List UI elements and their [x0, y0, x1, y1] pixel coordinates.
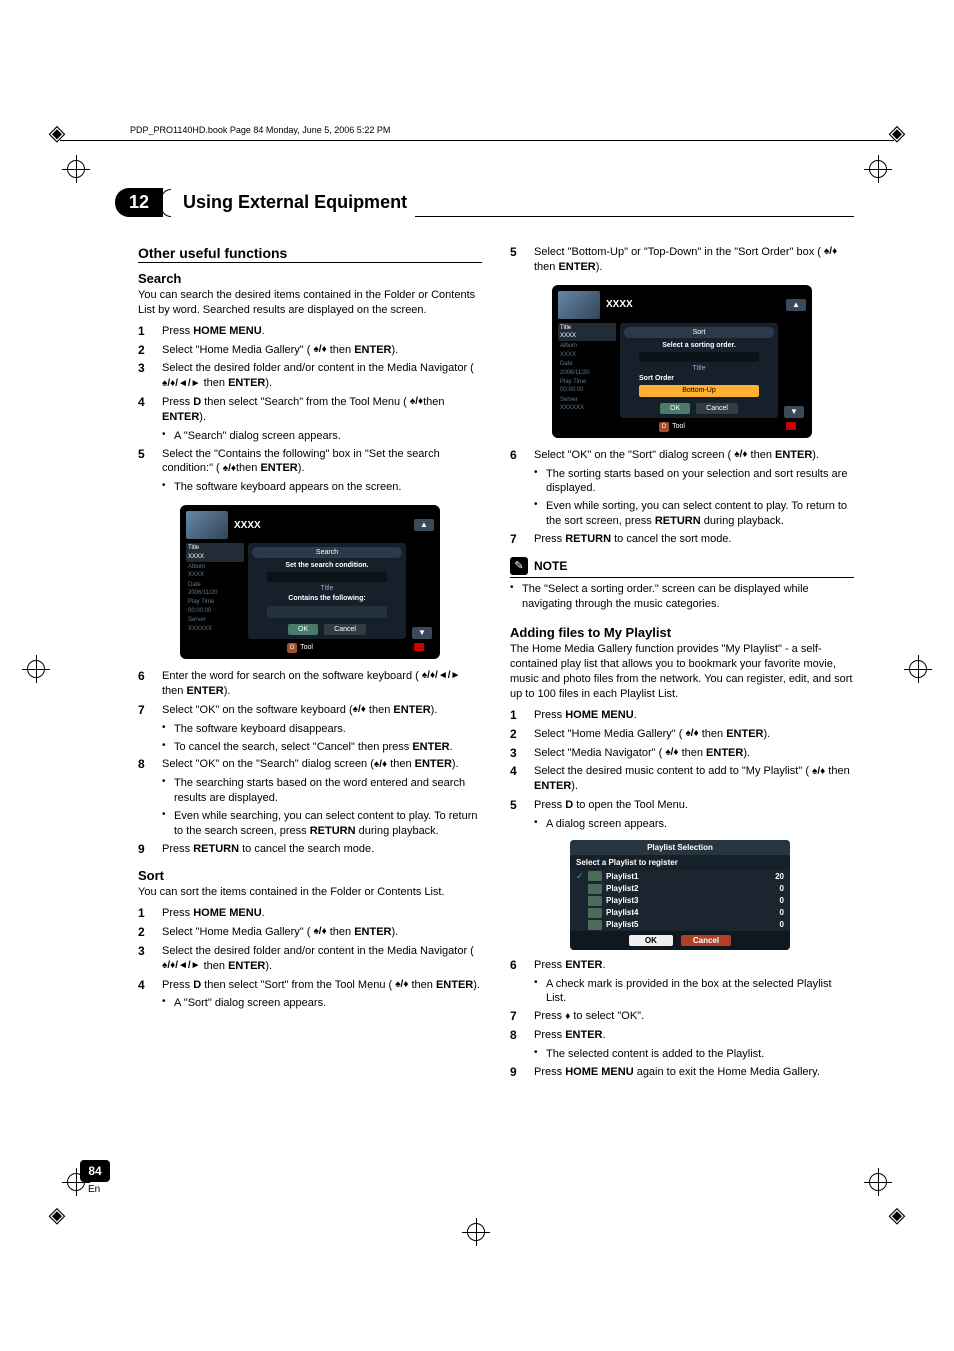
- crop-mr: [904, 655, 932, 683]
- dialog-metadata: TitleXXXX AlbumXXXX Date2006/11/20 Play …: [186, 543, 244, 639]
- dialog-thumb: [558, 291, 600, 319]
- chapter-title: Using External Equipment: [183, 192, 407, 213]
- search-steps-2: 6Enter the word for search on the softwa…: [138, 669, 482, 856]
- reg-mark-br: ◈: [882, 1200, 912, 1230]
- sort-steps: 1Press HOME MENU. 2Select "Home Media Ga…: [138, 906, 482, 1011]
- reg-mark-tl: ◈: [42, 118, 72, 148]
- chapter-bracket: [161, 189, 171, 217]
- crop-tr: [864, 155, 892, 183]
- playlist-steps-2: 6Press ENTER. •A check mark is provided …: [510, 958, 854, 1080]
- book-header: PDP_PRO1140HD.book Page 84 Monday, June …: [130, 125, 390, 135]
- left-column: Other useful functions Search You can se…: [138, 245, 482, 1084]
- heading-playlist: Adding files to My Playlist: [510, 625, 854, 640]
- reg-mark-tr: ◈: [882, 118, 912, 148]
- crop-bc: [462, 1218, 490, 1246]
- section-other-useful: Other useful functions: [138, 245, 482, 263]
- playlist-cancel-button: Cancel: [681, 935, 731, 946]
- playlist-row: Playlist30: [570, 895, 790, 907]
- up-arrow-icon: ▲: [414, 519, 434, 531]
- playlist-row: Playlist20: [570, 883, 790, 895]
- page-number: 84: [80, 1160, 110, 1182]
- heading-search: Search: [138, 271, 482, 286]
- down-arrow-icon: ▼: [412, 627, 432, 639]
- dialog-metadata: TitleXXXX AlbumXXXX Date2006/11/20 Play …: [558, 323, 616, 418]
- up-arrow-icon: ▲: [786, 299, 806, 311]
- search-dialog: XXXX ▲ TitleXXXX AlbumXXXX Date2006/11/2…: [180, 505, 440, 659]
- playlist-steps-1: 1Press HOME MENU. 2Select "Home Media Ga…: [510, 708, 854, 832]
- chapter-header: 12 Using External Equipment: [115, 188, 854, 217]
- note-block: ✎ NOTE •The "Select a sorting order." sc…: [510, 557, 854, 612]
- dialog-cancel-button: Cancel: [696, 403, 738, 414]
- search-steps-1: 1Press HOME MENU. 2Select "Home Media Ga…: [138, 324, 482, 495]
- sort-steps-2: 6Select "OK" on the "Sort" dialog screen…: [510, 448, 854, 547]
- playlist-ok-button: OK: [629, 935, 673, 946]
- playlist-intro: The Home Media Gallery function provides…: [510, 642, 854, 701]
- header-rule: [60, 140, 894, 141]
- dialog-cancel-button: Cancel: [324, 624, 366, 635]
- playlist-dialog: Playlist Selection Select a Playlist to …: [570, 840, 790, 950]
- chapter-number: 12: [115, 188, 163, 217]
- playlist-row: ✓Playlist120: [570, 870, 790, 883]
- crop-tl: [62, 155, 90, 183]
- sort-dialog: XXXX ▲ TitleXXXX AlbumXXXX Date2006/11/2…: [552, 285, 812, 438]
- dialog-ok-button: OK: [660, 403, 690, 414]
- dialog-thumb: [186, 511, 228, 539]
- search-intro: You can search the desired items contain…: [138, 288, 482, 318]
- page-lang: En: [88, 1184, 100, 1195]
- dialog-ok-button: OK: [288, 624, 318, 635]
- playlist-row: Playlist40: [570, 907, 790, 919]
- playlist-row: Playlist50: [570, 919, 790, 931]
- sort-intro: You can sort the items contained in the …: [138, 885, 482, 900]
- crop-br: [864, 1168, 892, 1196]
- note-icon: ✎: [510, 557, 528, 575]
- reg-mark-bl: ◈: [42, 1200, 72, 1230]
- heading-sort: Sort: [138, 868, 482, 883]
- right-column: 5Select "Bottom-Up" or "Top-Down" in the…: [510, 245, 854, 1084]
- crop-ml: [22, 655, 50, 683]
- down-arrow-icon: ▼: [784, 406, 804, 418]
